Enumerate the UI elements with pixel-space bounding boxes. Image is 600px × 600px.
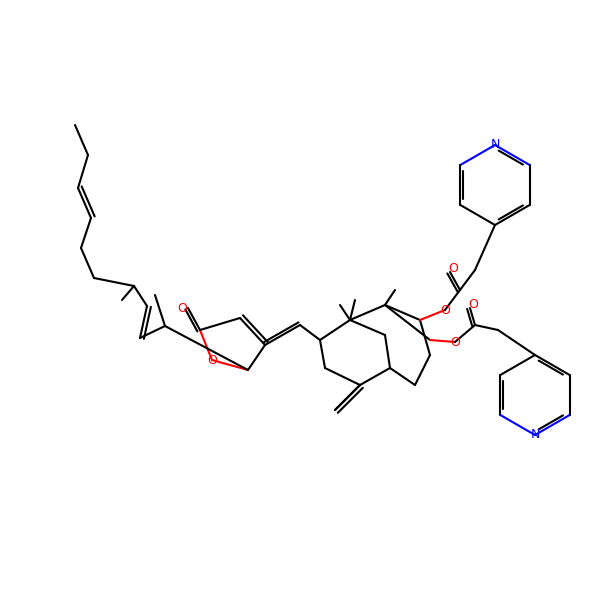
Text: O: O — [440, 304, 450, 317]
Text: N: N — [490, 139, 500, 151]
Text: O: O — [450, 335, 460, 349]
Text: O: O — [207, 353, 217, 367]
Text: O: O — [468, 298, 478, 311]
Text: O: O — [448, 263, 458, 275]
Text: O: O — [177, 301, 187, 314]
Text: N: N — [530, 428, 539, 442]
